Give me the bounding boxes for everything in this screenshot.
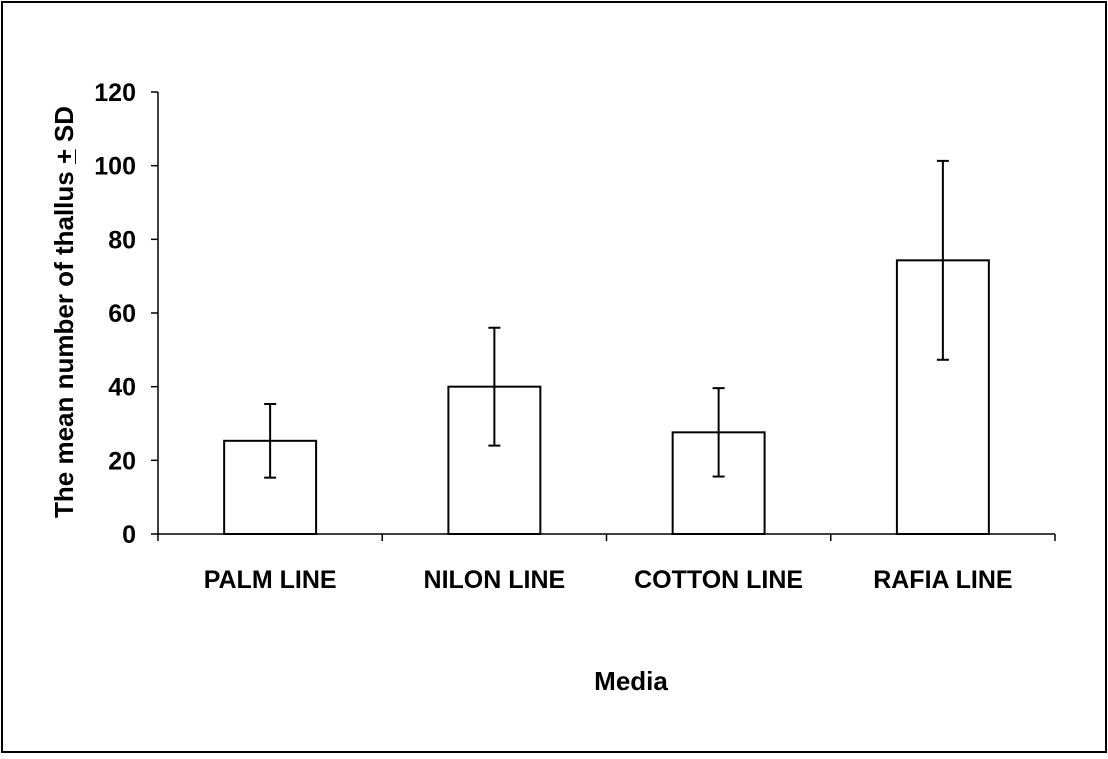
x-axis-label: Media <box>594 666 668 696</box>
y-tick-label: 120 <box>94 79 136 107</box>
x-tick-labels: PALM LINE NILON LINE COTTON LINE RAFIA LINE <box>204 566 1013 594</box>
y-tick-label: 60 <box>108 300 136 328</box>
x-tick-label: NILON LINE <box>424 566 566 594</box>
y-tick-label: 100 <box>94 153 136 181</box>
x-tick-label: COTTON LINE <box>634 566 803 594</box>
y-axis-label: The mean number of thallus +_ SD <box>49 106 79 518</box>
x-tick-label: PALM LINE <box>204 566 337 594</box>
y-axis-label-sd: SD <box>49 106 79 149</box>
y-tick-label: 80 <box>108 226 136 254</box>
y-axis-label-underline: _ <box>49 149 79 165</box>
y-tick-label: 20 <box>108 447 136 475</box>
error-bars-group <box>264 159 949 479</box>
x-axis-ticks <box>157 534 1056 541</box>
y-tick-label: 40 <box>108 374 136 402</box>
y-axis-label-main: The mean number of thallus <box>49 164 79 518</box>
y-axis-ticks: 0 20 40 60 80 100 120 <box>94 79 158 549</box>
x-tick-label: RAFIA LINE <box>873 566 1012 594</box>
y-tick-label: 0 <box>122 521 136 549</box>
y-axis-label-plus: + <box>49 149 79 164</box>
